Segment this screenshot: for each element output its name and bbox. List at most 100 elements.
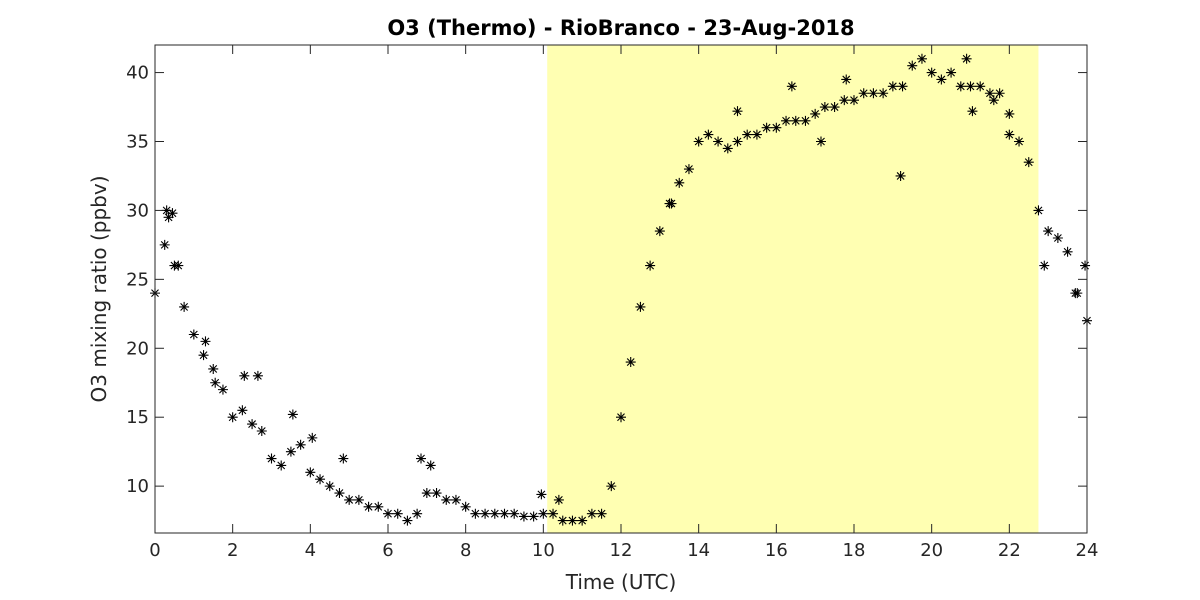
data-point [946, 67, 957, 78]
x-tick-label: 6 [382, 540, 393, 561]
data-point [635, 301, 646, 312]
data-point [1004, 129, 1015, 140]
data-point [984, 88, 995, 99]
data-point [955, 81, 966, 92]
data-point [237, 405, 248, 416]
data-point [208, 363, 219, 374]
data-point [815, 136, 826, 147]
data-point [897, 81, 908, 92]
data-point [858, 88, 869, 99]
data-point [742, 129, 753, 140]
data-point [967, 106, 978, 117]
data-point [683, 164, 694, 175]
data-point [353, 494, 364, 505]
data-point [907, 60, 918, 71]
data-point [786, 81, 797, 92]
data-point [548, 508, 559, 519]
data-point [179, 301, 190, 312]
data-point [295, 439, 306, 450]
x-tick-label: 18 [843, 540, 866, 561]
daytime-highlight-band [547, 45, 1039, 533]
data-point [499, 508, 510, 519]
data-point [163, 212, 174, 223]
y-tick-label: 10 [126, 476, 149, 497]
data-point [173, 260, 184, 271]
data-point [841, 74, 852, 85]
y-axis: 10 15 20 25 30 35 40 [126, 63, 1087, 497]
data-point [810, 108, 821, 119]
data-point [713, 136, 724, 147]
data-point [771, 122, 782, 133]
data-point [200, 336, 211, 347]
chart-title: O3 (Thermo) - RioBranco - 23-Aug-2018 [387, 16, 854, 40]
data-point [460, 501, 471, 512]
data-point [1080, 260, 1091, 271]
data-point [1043, 226, 1054, 237]
data-point [538, 508, 549, 519]
data-point [654, 226, 665, 237]
y-tick-label: 35 [126, 131, 149, 152]
data-point [528, 511, 539, 522]
data-point [247, 419, 258, 430]
data-point [188, 329, 199, 340]
data-point [536, 489, 547, 500]
x-tick-label: 2 [227, 540, 238, 561]
data-point [722, 143, 733, 154]
data-point [1039, 260, 1050, 271]
data-point [287, 409, 298, 420]
data-point [161, 205, 172, 216]
data-point [819, 102, 830, 113]
data-point [159, 239, 170, 250]
data-point [800, 115, 811, 126]
data-point [961, 53, 972, 64]
data-point [616, 412, 626, 423]
data-point [412, 508, 423, 519]
data-point [227, 412, 238, 423]
data-point [509, 508, 520, 519]
x-tick-label: 20 [920, 540, 943, 561]
data-point [421, 488, 432, 499]
data-point [307, 432, 318, 443]
x-tick-label: 24 [1076, 540, 1099, 561]
data-point [480, 508, 491, 519]
data-point [606, 481, 617, 492]
data-point [210, 377, 221, 388]
data-point [916, 53, 927, 64]
data-point [936, 74, 947, 85]
data-point [732, 106, 743, 117]
data-point [1004, 108, 1015, 119]
y-axis-label: O3 mixing ratio (ppbv) [87, 176, 111, 403]
data-point [553, 494, 564, 505]
x-tick-label: 12 [610, 540, 633, 561]
data-point [239, 370, 250, 381]
data-point [1033, 205, 1044, 216]
data-point [1023, 157, 1034, 168]
x-tick-label: 4 [305, 540, 316, 561]
data-point [994, 88, 1005, 99]
data-point [781, 115, 792, 126]
x-tick-label: 14 [687, 540, 710, 561]
data-point [431, 488, 442, 499]
data-point [266, 453, 277, 464]
data-point [198, 350, 209, 361]
data-point [305, 467, 316, 478]
data-point [402, 515, 413, 526]
data-point [518, 511, 529, 522]
data-point [276, 460, 287, 471]
data-point [666, 198, 677, 209]
data-point [557, 515, 568, 526]
data-point [703, 129, 714, 140]
data-point [392, 508, 403, 519]
data-point [965, 81, 976, 92]
data-point [975, 81, 986, 92]
data-point [625, 357, 636, 368]
data-point [324, 481, 335, 492]
data-point [441, 494, 452, 505]
data-point [693, 136, 704, 147]
data-point [285, 446, 296, 457]
data-point [315, 474, 326, 485]
y-tick-label: 30 [126, 200, 149, 221]
data-point [567, 515, 578, 526]
x-tick-label: 10 [532, 540, 555, 561]
